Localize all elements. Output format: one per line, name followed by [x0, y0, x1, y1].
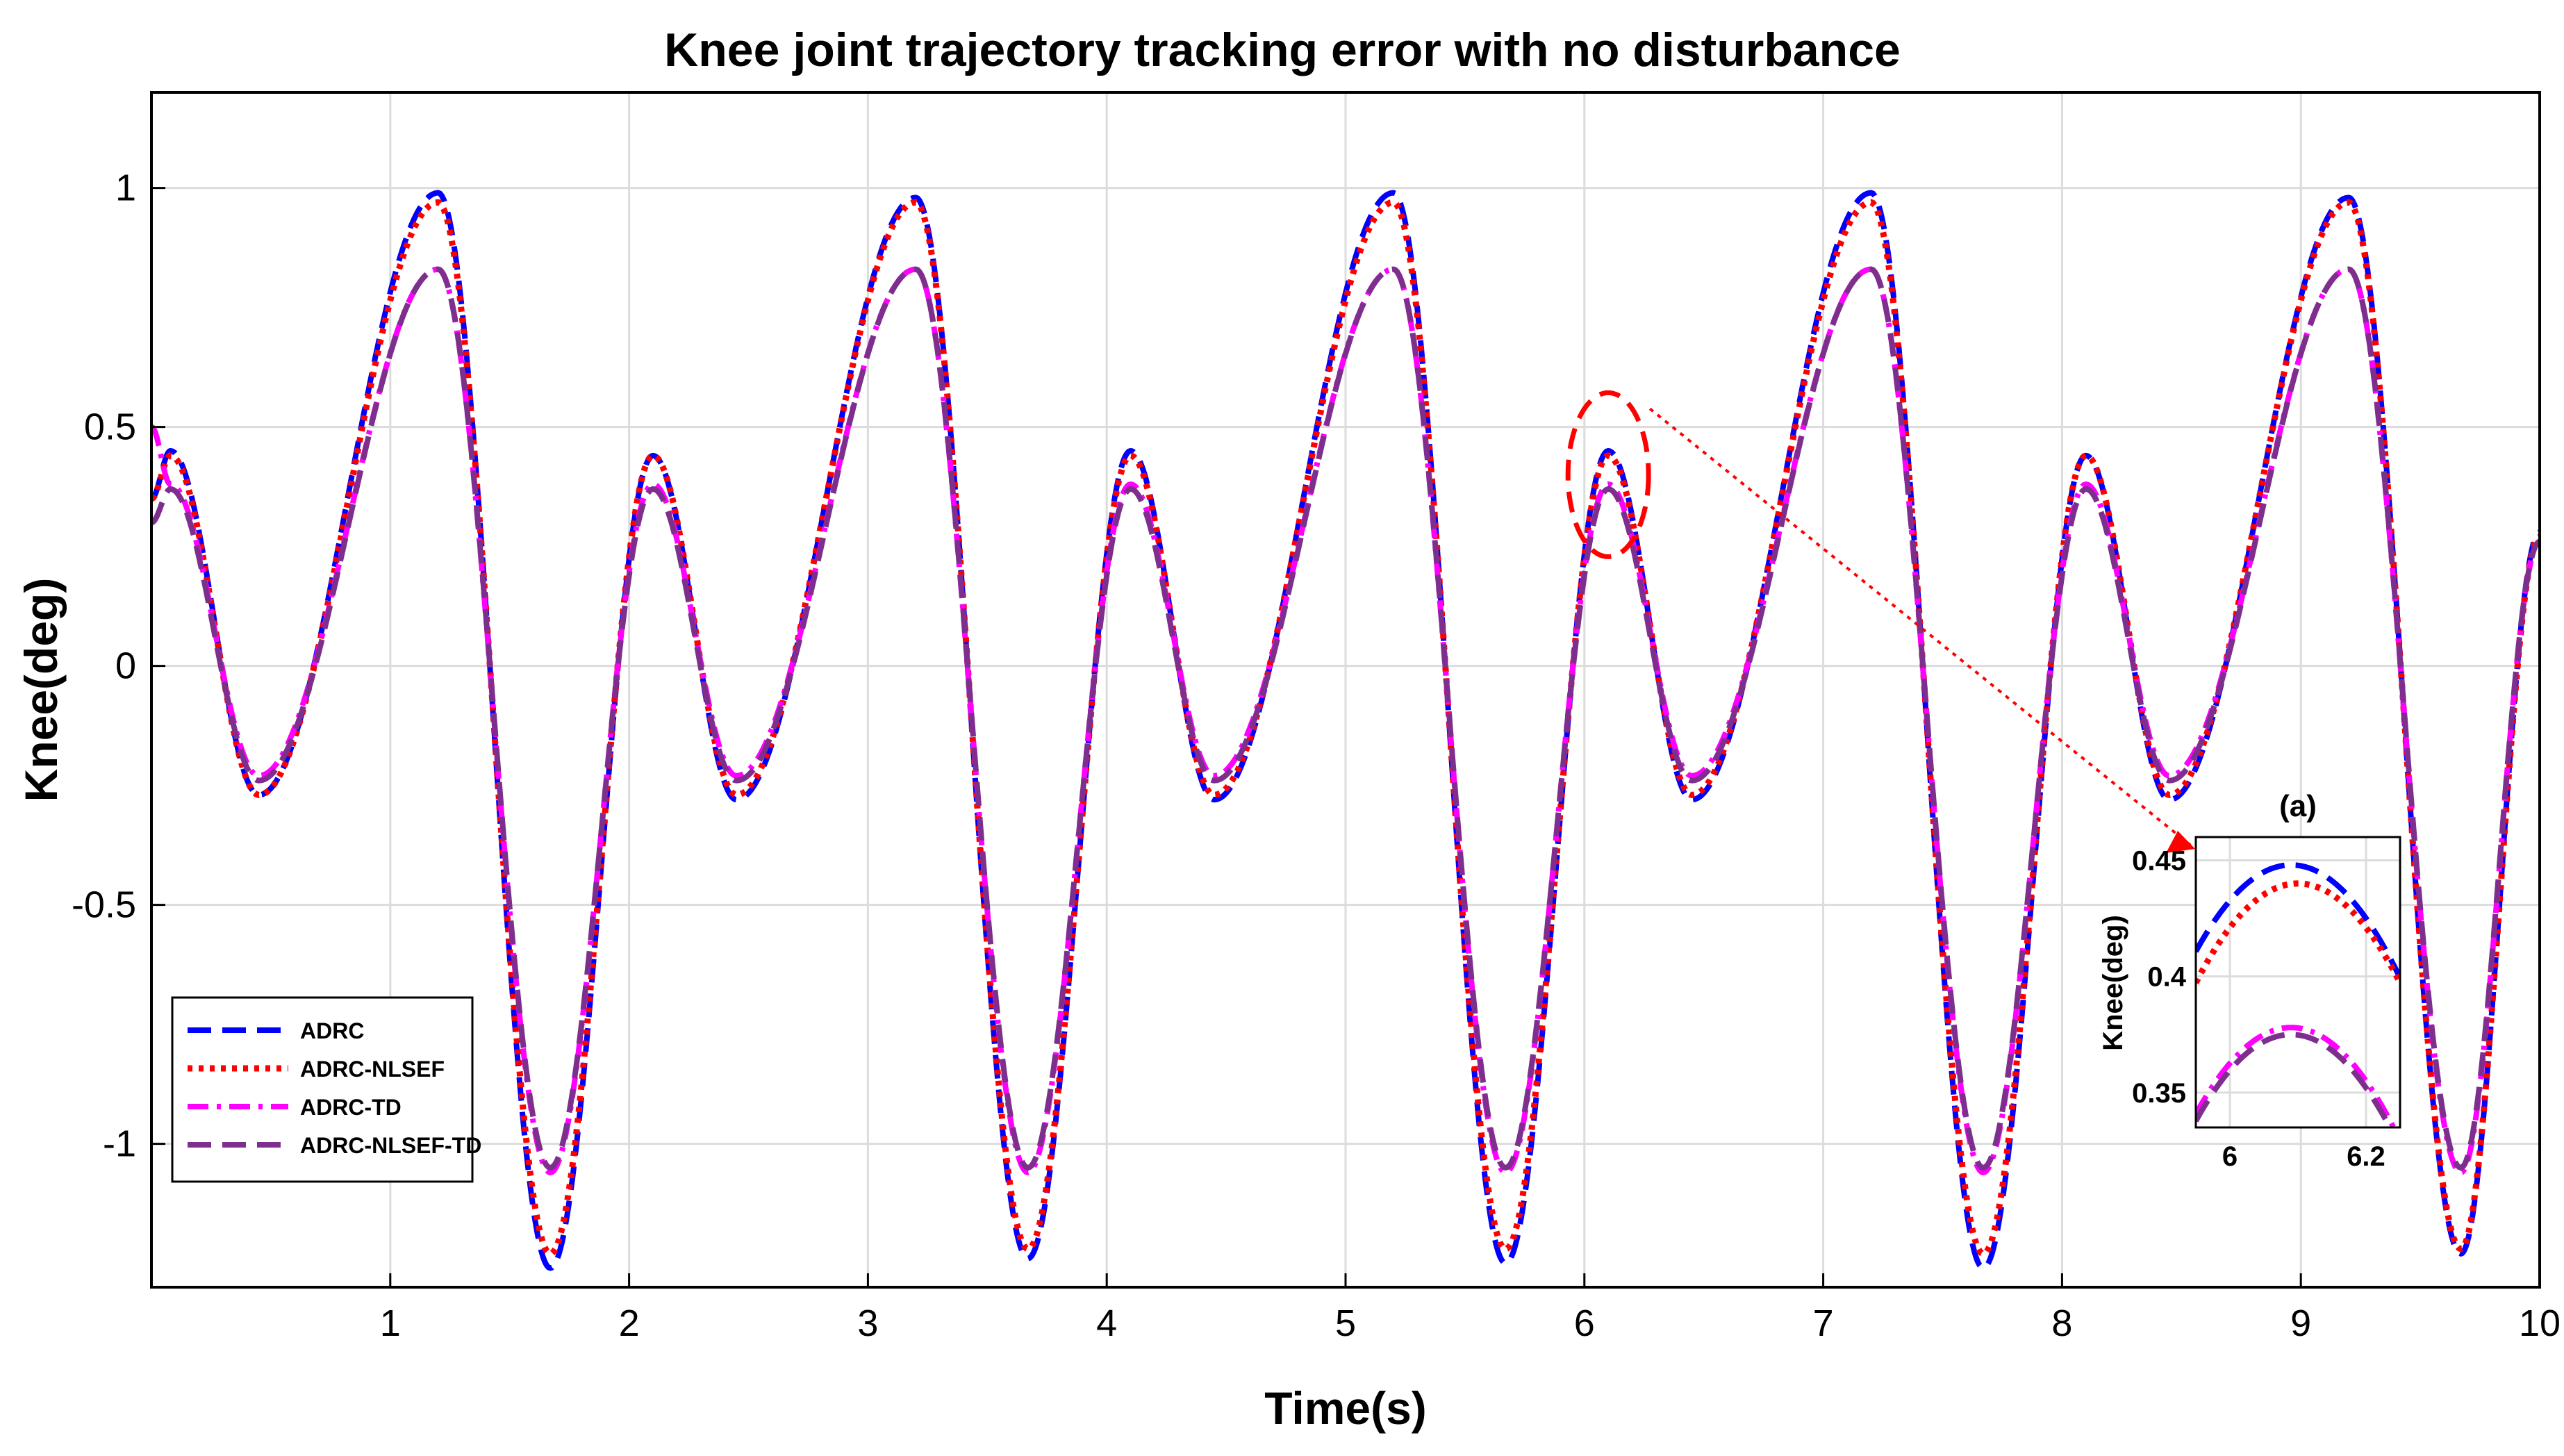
inset-y-tick-label: 0.45 [2132, 845, 2186, 876]
legend-entry: ADRC-TD [300, 1095, 402, 1120]
grid-layer [151, 92, 2541, 1287]
inset-y-axis-label: Knee(deg) [2098, 915, 2128, 1051]
x-tick-label: 1 [380, 1302, 401, 1344]
x-tick-label: 8 [2051, 1302, 2072, 1344]
legend-entry: ADRC [300, 1018, 364, 1043]
inset-y-tick-label: 0.4 [2147, 962, 2186, 993]
legend-entry: ADRC-NLSEF-TD [300, 1133, 481, 1158]
inset-x-tick-label: 6 [2222, 1141, 2238, 1172]
inset-title: (a) [2279, 789, 2317, 823]
series-line-adrc [150, 190, 2541, 1271]
x-tick-label: 4 [1096, 1302, 1117, 1344]
y-axis-label: Knee(deg) [15, 578, 67, 802]
y-tick-label: -0.5 [72, 884, 136, 926]
legend: ADRC ADRC-NLSEF ADRC-TD ADRC-NLSEF-TD [171, 996, 481, 1183]
inset-chart: 6 6.2 0.45 0.4 0.35 (a) Knee(deg) [2098, 789, 2401, 1172]
x-tick-label: 9 [2290, 1302, 2311, 1344]
x-tick-label: 5 [1335, 1302, 1356, 1344]
inset-series-line-adrc-td [2196, 1025, 2397, 1127]
inset-series-line-adrc-nlsef [2196, 880, 2400, 984]
inset-series-group [2196, 862, 2400, 1127]
inset-series-line-adrc-nlsef-td [2196, 1032, 2393, 1127]
y-tick-label: -1 [103, 1123, 136, 1165]
x-tick-label: 10 [2519, 1302, 2561, 1344]
x-tick-label: 2 [619, 1302, 640, 1344]
y-tick-label: 1 [115, 167, 136, 209]
x-tick-label: 6 [1574, 1302, 1595, 1344]
legend-entry: ADRC-NLSEF [300, 1057, 445, 1082]
highlight-ellipse [1565, 390, 1651, 559]
annotation-layer [1565, 390, 2195, 853]
y-tick-label: 0 [115, 645, 136, 687]
inset-x-tick-label: 6.2 [2347, 1141, 2385, 1172]
series-line-adrc-nlsef-td [151, 266, 2541, 1171]
y-tick-label: 0.5 [84, 406, 136, 448]
chart-title: Knee joint trajectory tracking error wit… [664, 24, 1901, 76]
x-tick-label: 3 [857, 1302, 878, 1344]
tick-layer: 1 2 3 4 5 6 7 8 9 10 1 0.5 0 -0.5 -1 [72, 167, 2561, 1344]
inset-series-line-adrc [2196, 862, 2400, 979]
series-layer [150, 190, 2541, 1271]
inset-frame [2194, 836, 2401, 1129]
zoom-arrow-head [2166, 831, 2195, 853]
inset-y-tick-label: 0.35 [2132, 1078, 2186, 1109]
x-axis-label: Time(s) [1264, 1382, 1427, 1434]
x-tick-label: 7 [1813, 1302, 1834, 1344]
